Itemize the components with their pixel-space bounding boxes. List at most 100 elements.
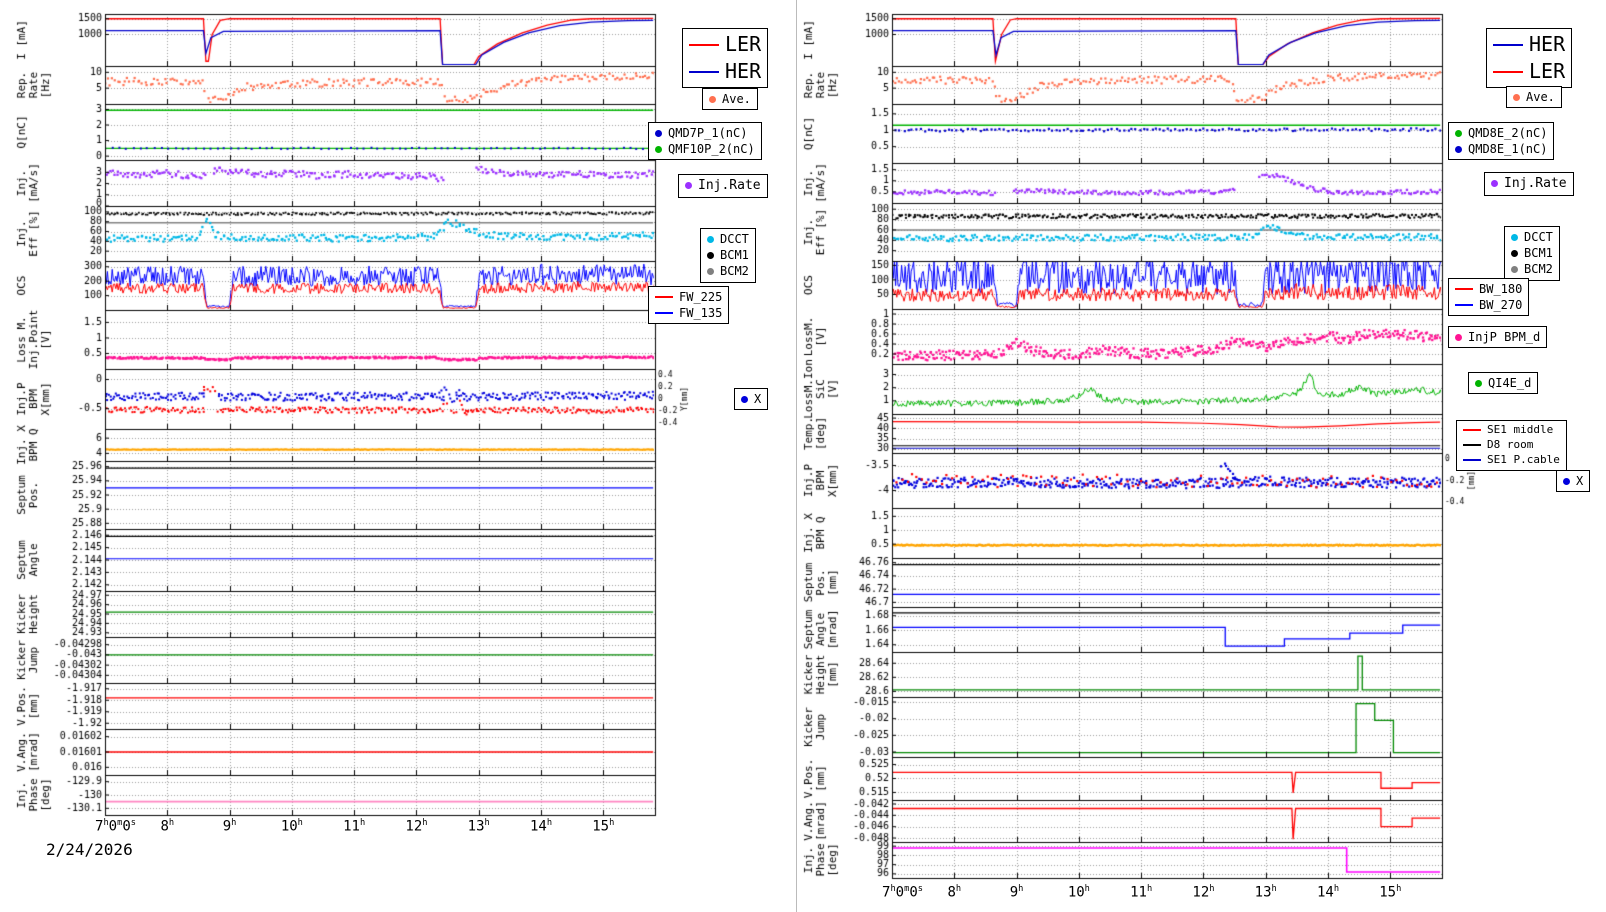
legend-entry: HER xyxy=(1493,31,1565,58)
legend-left-fw: FW_225 FW_135 xyxy=(648,286,730,325)
legend-line-marker xyxy=(1463,429,1481,432)
legend-label: Inj.Rate xyxy=(1504,176,1567,191)
legend-entry: X xyxy=(741,391,761,407)
x-axis-tick-label: 7h0m0s xyxy=(95,818,137,835)
legend-dot-marker xyxy=(1455,145,1462,153)
legend-entry: HER xyxy=(689,58,761,85)
legend-dot-marker xyxy=(1511,233,1518,241)
legend-label: Ave. xyxy=(1526,90,1555,104)
legend-right-monitors: DCCT BCM1 BCM2 xyxy=(1504,226,1560,281)
x-axis-tick-label: 15h xyxy=(1379,884,1402,901)
legend-label: BCM1 xyxy=(1524,246,1553,261)
legend-dot-marker xyxy=(1455,333,1462,341)
x-axis-tick-label: 8h xyxy=(947,884,962,901)
x-axis-tick-label: 11h xyxy=(1130,884,1153,901)
legend-dot-marker xyxy=(1455,129,1462,137)
x-axis-tick-label: 13h xyxy=(467,818,490,835)
panel-divider xyxy=(796,0,797,912)
legend-right-injp-bpm: InjP BPM_d xyxy=(1448,326,1548,349)
legend-right-bw: BW_180 BW_270 xyxy=(1448,278,1530,317)
legend-right-charge: QMD8E_2(nC) QMD8E_1(nC) xyxy=(1448,122,1555,161)
legend-label: LER xyxy=(1529,59,1566,83)
legend-line-marker xyxy=(1455,304,1473,307)
x-axis-tick-label: 9h xyxy=(1009,884,1024,901)
legend-line-marker xyxy=(1463,459,1481,462)
legend-label: Ave. xyxy=(722,92,751,106)
legend-line-marker xyxy=(1493,43,1523,46)
legend-entry: DCCT xyxy=(707,231,749,247)
legend-entry: D8 room xyxy=(1463,438,1560,453)
legend-label: QMD7P_1(nC) xyxy=(668,126,748,140)
x-axis-tick-label: 10h xyxy=(1067,884,1090,901)
legend-label: D8 room xyxy=(1487,437,1534,451)
legend-dot-marker xyxy=(707,251,714,259)
legend-dot-marker xyxy=(685,182,692,190)
legend-left-bpm-x: X xyxy=(734,388,769,411)
legend-dot-marker xyxy=(655,145,662,153)
legend-dot-marker xyxy=(1475,379,1482,387)
legend-dot-marker xyxy=(1563,477,1570,485)
legend-line-marker xyxy=(1493,70,1523,73)
legend-entry: FW_225 xyxy=(655,289,722,305)
legend-entry: BCM2 xyxy=(707,263,749,279)
legend-right-ave: Ave. xyxy=(1506,86,1562,109)
legend-entry: Inj.Rate xyxy=(1491,175,1567,193)
legend-dot-marker xyxy=(1511,249,1518,257)
legend-dot-marker xyxy=(655,129,662,137)
legend-entry: BCM2 xyxy=(1511,261,1553,277)
legend-label: LER xyxy=(725,32,762,56)
legend-label: X xyxy=(754,392,762,406)
legend-right-injrate: Inj.Rate xyxy=(1484,172,1574,196)
x-axis-tick-label: 11h xyxy=(343,818,366,835)
legend-label: BW_270 xyxy=(1479,298,1523,313)
legend-right-temp: SE1 middle D8 room SE1 P.cable xyxy=(1456,420,1567,471)
legend-line-marker xyxy=(655,312,673,315)
x-axis-tick-label: 13h xyxy=(1254,884,1277,901)
legend-entry: SE1 middle xyxy=(1463,423,1560,438)
legend-entry: SE1 P.cable xyxy=(1463,453,1560,468)
legend-left-charge: QMD7P_1(nC) QMF10P_2(nC) xyxy=(648,122,762,161)
legend-label: QMF10P_2(nC) xyxy=(668,142,755,157)
x-axis-tick-label: 14h xyxy=(529,818,553,835)
legend-entry: QI4E_d xyxy=(1475,375,1531,391)
x-axis-tick-label: 8h xyxy=(160,818,175,835)
x-axis-tick-label: 10h xyxy=(280,818,303,835)
x-axis-tick-label: 7h0m0s xyxy=(882,884,924,901)
legend-dot-marker xyxy=(1511,265,1518,273)
legend-label: QI4E_d xyxy=(1488,376,1532,390)
legend-entry: InjP BPM_d xyxy=(1455,329,1540,345)
legend-entry: Ave. xyxy=(1513,89,1555,105)
legend-label: Inj.Rate xyxy=(698,178,761,193)
legend-line-marker xyxy=(655,296,673,299)
x-axis-tick-label: 12h xyxy=(1192,884,1215,901)
legend-label: SE1 P.cable xyxy=(1487,452,1560,466)
legend-entry: BW_180 xyxy=(1455,281,1522,297)
legend-label: BCM1 xyxy=(720,248,749,263)
x-axis-tick-label: 9h xyxy=(222,818,237,835)
legend-entry: LER xyxy=(689,31,761,58)
legend-entry: QMD7P_1(nC) xyxy=(655,125,755,141)
legend-dot-marker xyxy=(1513,93,1520,101)
legend-dot-marker xyxy=(707,267,714,275)
legend-label: BCM2 xyxy=(720,264,749,279)
legend-left-injrate: Inj.Rate xyxy=(678,174,768,198)
date-label: 2/24/2026 xyxy=(46,840,133,859)
legend-entry: FW_135 xyxy=(655,305,722,321)
legend-right-current: HER LER xyxy=(1486,28,1573,88)
legend-label: BW_180 xyxy=(1479,282,1523,296)
legend-label: FW_225 xyxy=(679,290,723,304)
legend-left-current: LER HER xyxy=(682,28,769,88)
legend-entry: Ave. xyxy=(709,91,751,107)
legend-entry: BCM1 xyxy=(707,247,749,263)
legend-left-monitors: DCCT BCM1 BCM2 xyxy=(700,228,756,283)
legend-label: QMD8E_2(nC) xyxy=(1468,126,1548,140)
legend-label: DCCT xyxy=(1524,230,1553,244)
legend-label: InjP BPM_d xyxy=(1468,330,1541,344)
legend-label: HER xyxy=(725,59,762,83)
legend-right-qi4e: QI4E_d xyxy=(1468,372,1539,395)
legend-label: BCM2 xyxy=(1524,262,1553,277)
legend-line-marker xyxy=(689,43,719,46)
legend-dot-marker xyxy=(707,235,714,243)
